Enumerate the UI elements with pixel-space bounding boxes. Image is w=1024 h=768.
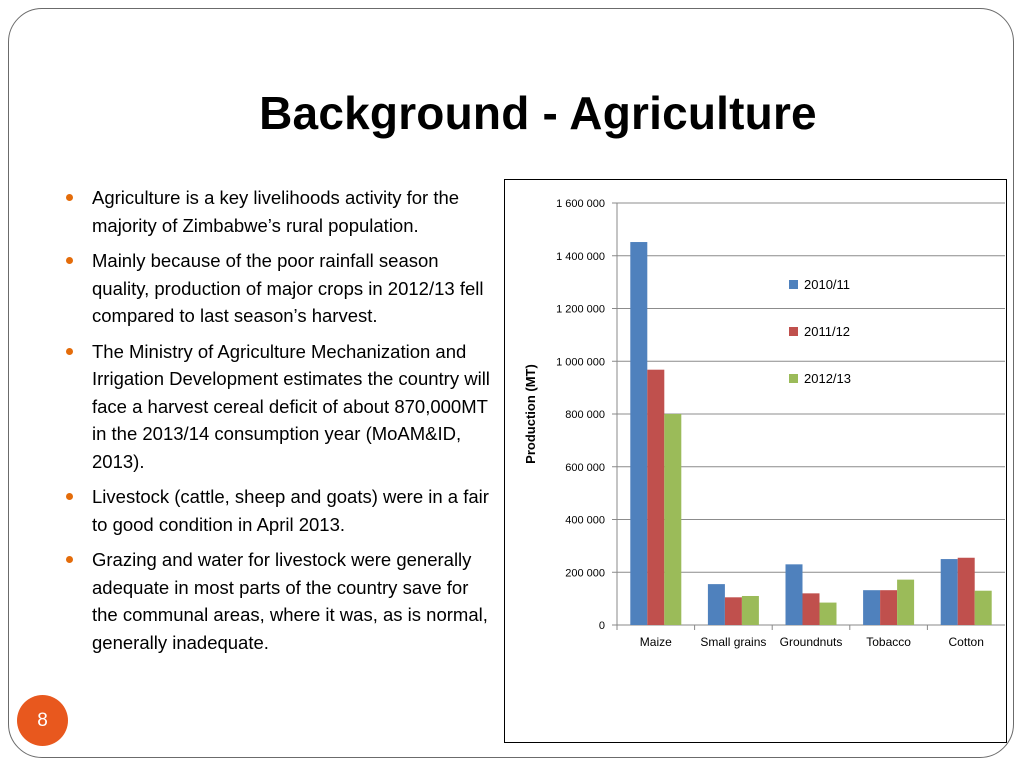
page-number-badge: 8	[17, 695, 68, 746]
y-tick-label: 0	[599, 620, 605, 632]
bullet-text: Livestock (cattle, sheep and goats) were…	[92, 486, 489, 535]
bullet-item: Mainly because of the poor rainfall seas…	[66, 247, 494, 330]
x-category-label: Groundnuts	[780, 635, 843, 649]
bar-2012-13-tobacco	[897, 579, 915, 625]
x-category-label: Small grains	[700, 635, 766, 649]
bullet-list: Agriculture is a key livelihoods activit…	[66, 184, 494, 664]
legend-swatch	[789, 327, 798, 336]
legend-label: 2011/12	[804, 324, 850, 339]
bar-2012-13-small-grains	[741, 595, 759, 625]
bar-2010-11-cotton	[940, 559, 958, 625]
x-category-label: Cotton	[949, 635, 984, 649]
legend-swatch	[789, 280, 798, 289]
bullet-dot-icon	[66, 194, 73, 201]
y-tick-label: 400 000	[565, 515, 605, 527]
bullet-text: Agriculture is a key livelihoods activit…	[92, 187, 460, 236]
y-tick-label: 600 000	[565, 462, 605, 474]
bar-2012-13-groundnuts	[819, 602, 837, 625]
x-category-label: Maize	[640, 635, 672, 649]
bullet-dot-icon	[66, 257, 73, 264]
bullet-item: Livestock (cattle, sheep and goats) were…	[66, 483, 494, 538]
y-tick-label: 1 000 000	[556, 356, 605, 368]
bar-2011-12-cotton	[957, 557, 975, 625]
chart-container: 0 200 000 400 000 600 000 800 000 1 000 000 1 …	[504, 179, 1007, 743]
y-tick-label: 800 000	[565, 409, 605, 421]
bullet-item: Agriculture is a key livelihoods activit…	[66, 184, 494, 239]
bar-2010-11-tobacco	[863, 590, 881, 625]
bar-2010-11-groundnuts	[785, 564, 803, 625]
bar-2011-12-tobacco	[880, 590, 898, 625]
legend-label: 2012/13	[804, 371, 851, 386]
bullet-dot-icon	[66, 347, 73, 355]
legend-swatch	[789, 374, 798, 383]
bar-2011-12-small-grains	[724, 597, 742, 625]
bar-2012-13-cotton	[974, 590, 992, 625]
y-tick-label: 1 600 000	[556, 198, 605, 210]
slide-frame	[8, 8, 1014, 758]
bar-2011-12-groundnuts	[802, 593, 820, 625]
bar-chart: 0 200 000 400 000 600 000 800 000 1 000 000 1 …	[523, 198, 1005, 649]
bullet-text: The Ministry of Agriculture Mechanizatio…	[92, 340, 490, 472]
x-category-label: Tobacco	[866, 635, 911, 649]
y-axis-title: Production (MT)	[523, 364, 538, 464]
bullet-dot-icon	[66, 493, 73, 500]
bar-2010-11-small-grains	[707, 584, 725, 625]
y-tick-label: 1 400 000	[556, 251, 605, 263]
bullet-text: Mainly because of the poor rainfall seas…	[92, 250, 484, 326]
legend-label: 2010/11	[804, 277, 850, 292]
bullet-item: Grazing and water for livestock were gen…	[66, 546, 494, 656]
bullet-text: Grazing and water for livestock were gen…	[92, 549, 488, 653]
bar-2012-13-maize	[664, 414, 682, 625]
bullet-dot-icon	[66, 556, 73, 563]
bar-2010-11-maize	[630, 242, 648, 625]
bar-2011-12-maize	[647, 369, 665, 625]
y-tick-label: 200 000	[565, 567, 605, 579]
slide-title: Background - Agriculture	[259, 87, 817, 139]
y-tick-label: 1 200 000	[556, 304, 605, 316]
bullet-item: The Ministry of Agriculture Mechanizatio…	[66, 338, 494, 476]
